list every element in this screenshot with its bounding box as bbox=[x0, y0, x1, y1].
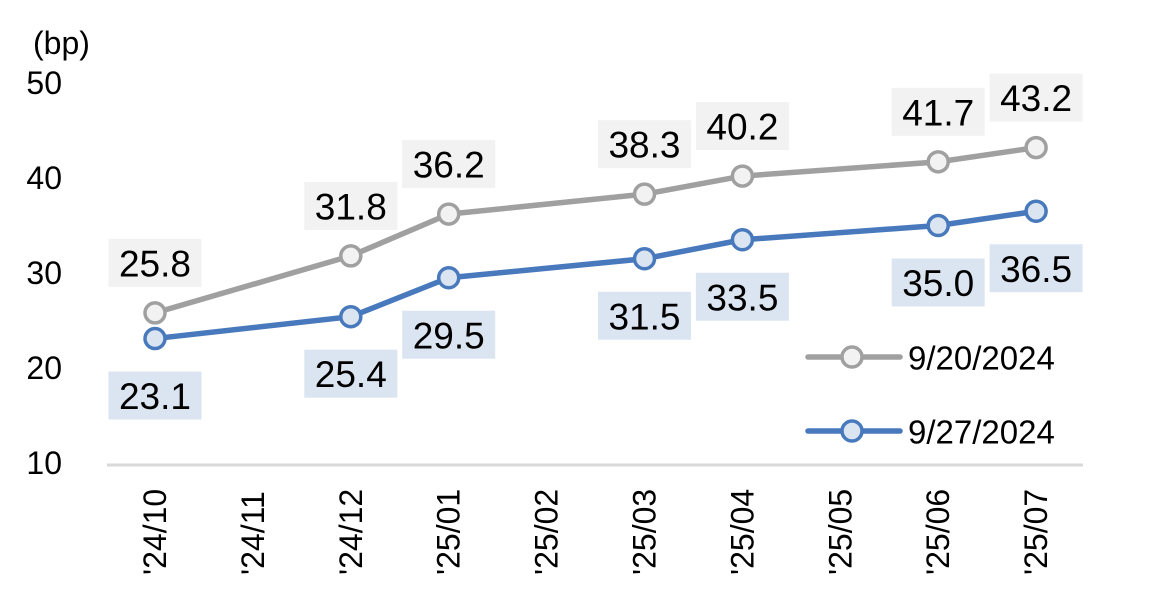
x-tick-label: '24/11 bbox=[235, 491, 271, 575]
data-label: 33.5 bbox=[706, 277, 778, 318]
data-label: 36.2 bbox=[413, 145, 485, 186]
data-label-box bbox=[598, 291, 691, 340]
y-tick-label: 50 bbox=[26, 65, 62, 101]
data-point-marker bbox=[1024, 135, 1048, 160]
y-axis-unit-label: (bp) bbox=[33, 25, 90, 61]
data-point-marker bbox=[143, 301, 167, 325]
data-label-box bbox=[891, 258, 985, 307]
data-label-box bbox=[695, 102, 789, 151]
x-tick-label: '25/06 bbox=[920, 489, 956, 575]
legend-swatch-marker bbox=[840, 419, 864, 443]
y-axis-tick-labels: 10 20 30 40 50 bbox=[26, 65, 62, 481]
data-label-box bbox=[891, 87, 985, 136]
data-label: 35.0 bbox=[902, 263, 974, 304]
x-axis: '24/10 '24/11 '24/12 '25/01 '25/02 '25/03 '25/… bbox=[107, 463, 1083, 575]
data-label: 29.5 bbox=[413, 315, 485, 356]
y-tick-label: 40 bbox=[26, 160, 62, 196]
data-label-box bbox=[402, 140, 496, 189]
x-tick-label: '25/05 bbox=[822, 489, 858, 575]
data-label-box bbox=[108, 371, 202, 420]
data-label-box bbox=[989, 244, 1083, 293]
x-tick-label: '25/01 bbox=[431, 489, 467, 575]
data-point-marker bbox=[632, 247, 657, 271]
data-label-box bbox=[304, 181, 398, 230]
x-tick-label: '25/04 bbox=[724, 489, 760, 575]
data-point-marker bbox=[926, 213, 950, 238]
data-label-box bbox=[598, 120, 691, 169]
data-label: 38.3 bbox=[608, 125, 680, 166]
data-point-marker bbox=[339, 304, 363, 329]
data-point-marker bbox=[436, 202, 461, 226]
series-markers bbox=[143, 135, 1048, 351]
x-tick-label: '25/02 bbox=[529, 489, 565, 575]
legend: 9/20/2024 9/27/2024 bbox=[805, 340, 1055, 451]
data-label-box bbox=[695, 272, 789, 321]
data-point-marker bbox=[632, 182, 657, 206]
data-label-box bbox=[304, 349, 398, 398]
data-point-marker bbox=[1024, 199, 1048, 223]
series-lines bbox=[152, 144, 1039, 342]
data-label: 23.1 bbox=[119, 376, 191, 417]
data-label: 43.2 bbox=[1000, 78, 1072, 119]
x-tick-label: '25/03 bbox=[627, 489, 663, 575]
legend-swatch-marker bbox=[840, 345, 864, 369]
data-label: 25.4 bbox=[315, 354, 387, 395]
x-tick-label: '25/07 bbox=[1018, 489, 1054, 575]
data-label: 25.8 bbox=[119, 243, 191, 284]
legend-label: 9/20/2024 bbox=[908, 340, 1055, 377]
data-label: 31.5 bbox=[608, 296, 680, 337]
x-tick-label: '24/10 bbox=[137, 489, 173, 575]
data-label: 41.7 bbox=[902, 92, 974, 133]
data-label-box bbox=[989, 73, 1083, 122]
y-tick-label: 30 bbox=[26, 255, 62, 291]
legend-label: 9/27/2024 bbox=[908, 414, 1055, 451]
data-point-marker bbox=[730, 164, 755, 188]
data-label: 31.8 bbox=[315, 186, 387, 227]
data-label: 40.2 bbox=[706, 107, 778, 148]
data-label: 36.5 bbox=[1000, 249, 1072, 290]
data-label-box bbox=[402, 310, 496, 359]
y-tick-label: 10 bbox=[26, 445, 62, 481]
data-point-marker bbox=[436, 266, 461, 290]
legend-item: 9/27/2024 bbox=[805, 414, 1055, 451]
data-point-marker bbox=[926, 150, 950, 174]
legend-item: 9/20/2024 bbox=[805, 340, 1055, 377]
data-point-marker bbox=[730, 228, 755, 252]
data-point-marker bbox=[339, 244, 363, 268]
x-tick-label: '24/12 bbox=[333, 489, 369, 575]
y-tick-label: 20 bbox=[26, 350, 62, 386]
data-labels: 25.8 31.8 36.2 38.3 40.2 41.7 43.2 23.1 25.4 29.5… bbox=[108, 73, 1083, 420]
data-label-box bbox=[108, 238, 202, 287]
data-point-marker bbox=[143, 326, 167, 351]
